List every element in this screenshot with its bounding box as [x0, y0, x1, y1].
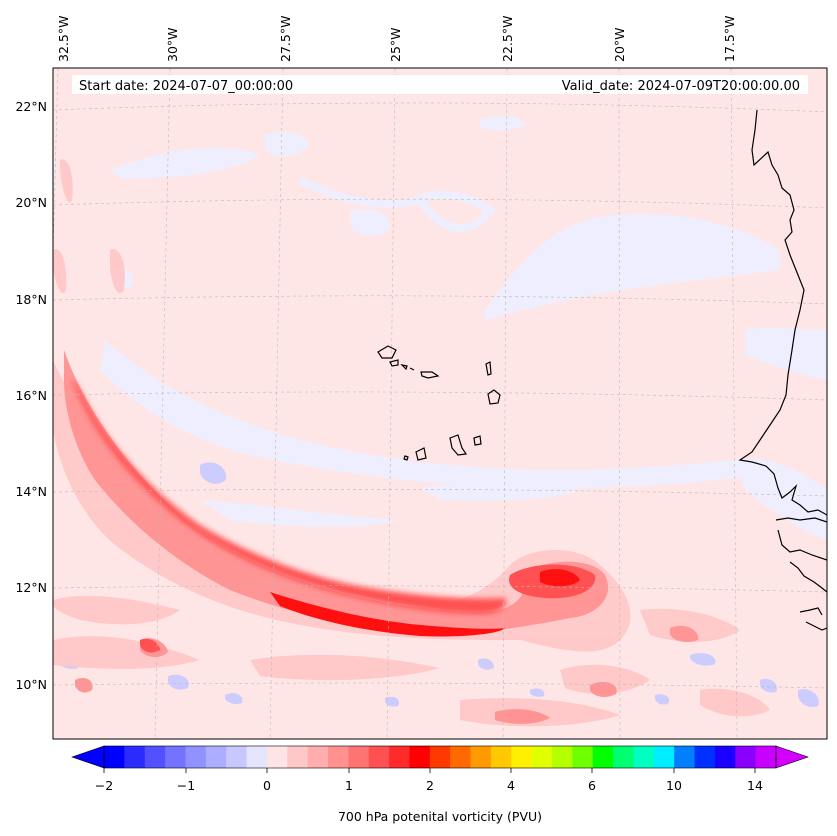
- lon-label: 25°W: [388, 27, 403, 62]
- african-coastline: [738, 109, 827, 631]
- colorbar-cell: [307, 746, 329, 768]
- colorbar-cell: [714, 746, 736, 768]
- colorbar-cell: [165, 746, 186, 768]
- colorbar-tick-label: 0: [263, 778, 271, 793]
- lat-label: 12°N: [15, 580, 47, 595]
- colorbar-cell: [592, 746, 614, 768]
- colorbar-cell: [246, 746, 268, 768]
- colorbar-over-arrow: [775, 745, 809, 769]
- colorbar-cell: [511, 746, 533, 768]
- lon-label: 22.5°W: [500, 16, 515, 62]
- colorbar-cell: [552, 746, 573, 768]
- colorbar-cell: [389, 746, 410, 768]
- colorbar-cell: [674, 746, 695, 768]
- map-panel: [53, 68, 827, 739]
- colorbar-cell: [572, 746, 594, 768]
- lat-label: 22°N: [15, 99, 47, 114]
- colorbar-under-arrow: [71, 745, 105, 769]
- colorbar-tick-label: −2: [95, 778, 113, 793]
- colorbar-cell: [633, 746, 655, 768]
- colorbar-cell: [287, 746, 309, 768]
- header-box: [72, 75, 808, 94]
- cape-verde-islands: [377, 345, 501, 461]
- negative-pv-regions: [100, 115, 827, 540]
- colorbar-tick-label: −1: [177, 778, 195, 793]
- lat-label: 14°N: [15, 484, 47, 499]
- lon-label: 30°W: [165, 27, 180, 62]
- colorbar-cell: [124, 746, 146, 768]
- latitude-labels: 22°N 20°N 18°N 16°N 14°N 12°N 10°N: [15, 99, 47, 692]
- colorbar-tick-label: 14: [747, 778, 763, 793]
- colorbar-cell: [104, 746, 125, 768]
- lon-label: 27.5°W: [278, 16, 293, 62]
- colorbar-cell: [348, 746, 370, 768]
- longitude-labels: 32.5°W 30°W 27.5°W 25°W 22.5°W 20°W 17.5…: [56, 16, 737, 62]
- lon-label: 17.5°W: [722, 16, 737, 62]
- lat-label: 20°N: [15, 195, 47, 210]
- colorbar-cell: [429, 746, 451, 768]
- lat-label: 16°N: [15, 388, 47, 403]
- start-date-label: Start date: 2024-07-07_00:00:00: [79, 79, 293, 94]
- colorbar-cell: [735, 746, 757, 768]
- colorbar-cell: [205, 746, 227, 768]
- colorbar-tick-label: 4: [507, 778, 515, 793]
- pv-band-light: [53, 159, 770, 727]
- lat-label: 18°N: [15, 292, 47, 307]
- colorbar-tick-label: 2: [426, 778, 434, 793]
- colorbar-cell: [226, 746, 247, 768]
- pv-band-peak: [270, 569, 580, 637]
- colorbar-cell: [531, 746, 553, 768]
- lat-label: 10°N: [15, 677, 47, 692]
- colorbar-cell: [694, 746, 716, 768]
- colorbar-cell: [755, 746, 777, 768]
- colorbar-tick-label: 1: [345, 778, 353, 793]
- colorbar-cell: [409, 746, 431, 768]
- colorbar-tick-label: 6: [588, 778, 596, 793]
- map-frame: [52, 67, 828, 740]
- colorbar-tick-label: 10: [666, 778, 682, 793]
- colorbar-cell: [613, 746, 634, 768]
- colorbar-tick-labels: −2 −1 0 1 2 4 6 10 14: [95, 778, 763, 793]
- valid-date-label: Valid_date: 2024-07-09T20:00:00.00: [562, 79, 800, 94]
- colorbar-cell: [470, 746, 492, 768]
- colorbar-cell: [490, 746, 512, 768]
- colorbar-frame: [103, 745, 777, 769]
- colorbar-cell: [653, 746, 675, 768]
- lon-label: 32.5°W: [56, 16, 71, 62]
- colorbar-cells: [104, 746, 777, 768]
- colorbar-cell: [185, 746, 207, 768]
- colorbar-cell: [450, 746, 471, 768]
- colorbar: −2 −1 0 1 2 4 6 10 14 700 hPa potenital …: [71, 745, 809, 824]
- colorbar-label: 700 hPa potenital vorticity (PVU): [338, 809, 542, 824]
- colorbar-cell: [266, 746, 288, 768]
- graticule: [53, 68, 827, 739]
- colorbar-ticks: [103, 768, 756, 773]
- colorbar-cell: [328, 746, 349, 768]
- colorbar-cell: [144, 746, 166, 768]
- colorbar-cell: [368, 746, 390, 768]
- lon-label: 20°W: [612, 27, 627, 62]
